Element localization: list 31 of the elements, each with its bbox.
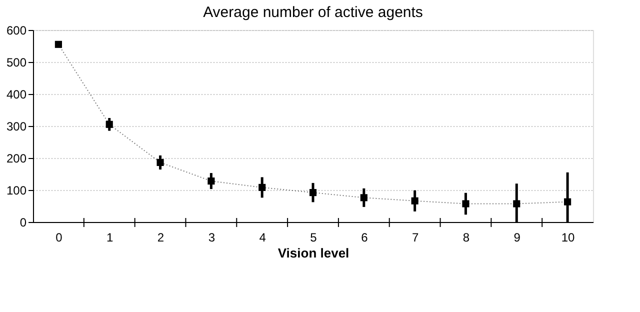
x-tick-label: 6 xyxy=(361,230,368,244)
point xyxy=(54,40,62,48)
point xyxy=(411,197,418,204)
point xyxy=(360,194,368,202)
point xyxy=(208,178,215,185)
point xyxy=(462,200,470,208)
y-tick-label: 200 xyxy=(6,152,27,166)
point xyxy=(156,158,164,166)
y-tick-label: 600 xyxy=(6,24,27,38)
point xyxy=(513,200,520,208)
x-tick-label: 9 xyxy=(514,230,521,244)
point xyxy=(309,189,317,196)
x-tick-label: 3 xyxy=(208,230,216,244)
x-tick-label: 10 xyxy=(561,230,576,244)
y-tick-label: 0 xyxy=(20,216,27,230)
x-tick-label: 4 xyxy=(259,230,266,244)
x-tick-label: 8 xyxy=(462,230,470,244)
y-tick-label: 500 xyxy=(6,56,27,70)
x-tick-label: 7 xyxy=(412,230,419,244)
point xyxy=(258,184,266,191)
y-tick-label: 400 xyxy=(6,88,27,102)
x-tick-label: 5 xyxy=(310,230,318,244)
y-tick-label: 300 xyxy=(6,120,27,134)
x-tick-label: 1 xyxy=(106,230,114,244)
x-axis-title: Vision level xyxy=(278,246,350,260)
point xyxy=(564,198,572,206)
y-tick-label: 100 xyxy=(6,184,27,198)
x-tick-label: 2 xyxy=(157,230,164,244)
point xyxy=(106,120,113,128)
chart-title: Average number of active agents xyxy=(203,4,423,21)
x-tick-label: 0 xyxy=(56,230,63,244)
